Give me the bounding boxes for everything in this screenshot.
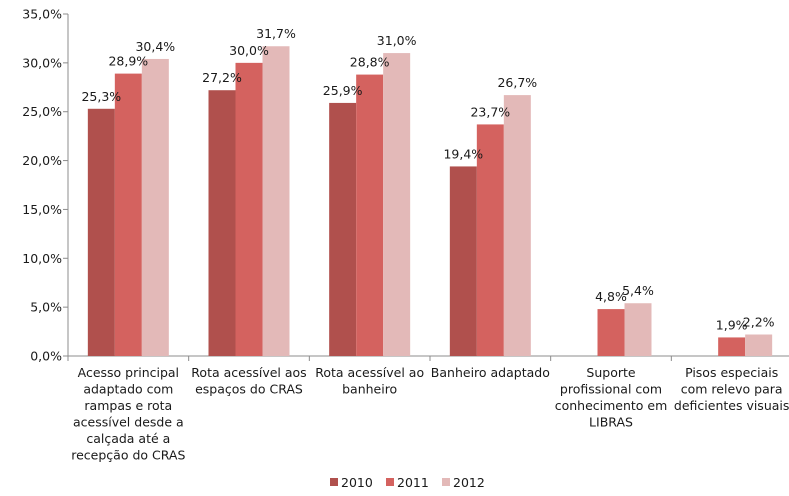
bar-2012-0 xyxy=(141,58,169,356)
category-label: Suporte xyxy=(586,365,635,380)
bar-2011-2 xyxy=(356,74,384,356)
category-label: Rota acessível ao xyxy=(315,365,424,380)
bar-2012-4 xyxy=(624,303,652,356)
y-tick-label: 0,0% xyxy=(30,349,62,364)
bar-2011-4 xyxy=(597,309,625,356)
bar-2012-1 xyxy=(262,46,290,356)
data-label-2012-4: 5,4% xyxy=(622,283,654,298)
x-axis xyxy=(67,355,789,361)
bar-2011-3 xyxy=(476,124,504,356)
category-label: conhecimento em xyxy=(555,398,668,413)
legend-swatch-2011 xyxy=(386,478,394,486)
data-label-2010-3: 19,4% xyxy=(443,146,483,161)
category-label: espaços do CRAS xyxy=(195,382,303,397)
category-label: Pisos especiais xyxy=(685,365,778,380)
legend-label-2010: 2010 xyxy=(341,475,373,490)
data-label-2012-3: 26,7% xyxy=(497,75,537,90)
bar-2010-0 xyxy=(87,108,115,356)
data-label-2012-2: 31,0% xyxy=(377,33,417,48)
legend-swatch-2010 xyxy=(330,478,338,486)
data-label-2010-0: 25,3% xyxy=(81,89,121,104)
bar-2011-5 xyxy=(718,337,746,356)
y-tick-label: 25,0% xyxy=(22,104,62,119)
data-label-2010-1: 27,2% xyxy=(202,70,242,85)
y-tick-label: 15,0% xyxy=(22,202,62,217)
y-tick-label: 35,0% xyxy=(22,7,62,22)
category-label: Acesso principal xyxy=(78,365,179,380)
bar-2012-2 xyxy=(383,53,411,356)
category-label: Rota acessível aos xyxy=(191,365,306,380)
y-tick-label: 30,0% xyxy=(22,55,62,70)
y-tick-label: 20,0% xyxy=(22,153,62,168)
y-tick-label: 5,0% xyxy=(30,300,62,315)
category-label: acessível desde a xyxy=(73,415,184,430)
data-label-2011-1: 30,0% xyxy=(229,43,269,58)
bar-2011-0 xyxy=(114,73,142,356)
data-label-2012-0: 30,4% xyxy=(135,39,175,54)
bars-group xyxy=(87,46,773,357)
legend-label-2012: 2012 xyxy=(453,475,485,490)
data-labels-group: 25,3% 27,2% 25,9% 19,4% 28,9% 30,0% 28,8% 23,7%… xyxy=(81,26,774,332)
bar-2012-3 xyxy=(503,95,531,357)
category-label: adaptado com xyxy=(83,382,173,397)
data-label-2012-5: 2,2% xyxy=(743,315,775,330)
data-label-2011-4: 4,8% xyxy=(595,289,627,304)
bar-2010-3 xyxy=(449,166,477,356)
bar-2010-1 xyxy=(208,90,236,357)
y-axis: 0,0% 5,0% 10,0% 15,0% 20,0% 25,0% 30,0% 35,0% xyxy=(22,7,69,364)
y-tick-label: 10,0% xyxy=(22,251,62,266)
category-label: deficientes visuais xyxy=(674,398,789,413)
bar-2011-1 xyxy=(235,62,263,356)
data-label-2011-0: 28,9% xyxy=(108,54,148,69)
category-label: Banheiro adaptado xyxy=(431,365,550,380)
data-label-2010-2: 25,9% xyxy=(323,83,363,98)
category-label: recepção do CRAS xyxy=(71,448,185,463)
category-label: rampas e rota xyxy=(84,398,172,413)
category-label: banheiro xyxy=(342,382,397,397)
data-label-2012-1: 31,7% xyxy=(256,26,296,41)
category-label: profissional com xyxy=(560,382,662,397)
legend-swatch-2012 xyxy=(442,478,450,486)
bar-2012-5 xyxy=(745,334,773,356)
data-label-2011-5: 1,9% xyxy=(716,317,748,332)
bar-2010-2 xyxy=(329,102,357,356)
category-label: com relevo para xyxy=(681,382,783,397)
data-label-2011-2: 28,8% xyxy=(350,55,390,70)
category-label: LIBRAS xyxy=(589,415,633,430)
legend: 2010 2011 2012 xyxy=(330,475,485,490)
data-label-2011-3: 23,7% xyxy=(470,104,510,119)
legend-label-2011: 2011 xyxy=(397,475,429,490)
category-label: calçada até a xyxy=(86,431,170,446)
